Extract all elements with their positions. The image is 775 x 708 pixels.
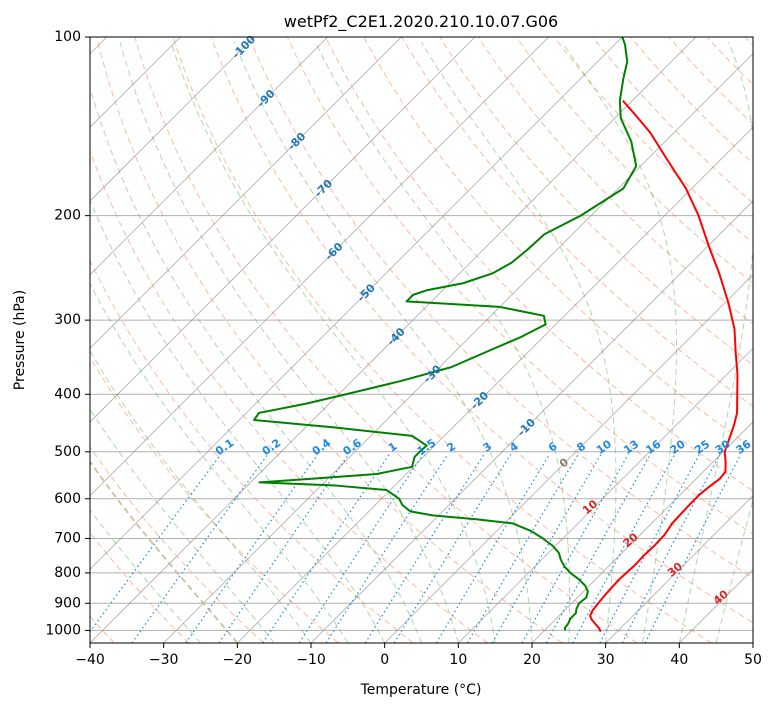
dry-adiabat-line xyxy=(90,259,414,643)
dry-adiabat-line xyxy=(96,37,563,643)
x-tick-label: −30 xyxy=(149,652,179,668)
mixing-ratio-line xyxy=(364,454,485,643)
mixing-ratio-line xyxy=(521,454,629,643)
x-tick-label: 20 xyxy=(523,652,541,668)
moist-adiabat-line xyxy=(715,498,753,643)
isotherm-line xyxy=(458,347,753,643)
dry-adiabat-line xyxy=(401,37,753,407)
isotherm-line xyxy=(163,53,753,643)
isotherm-line xyxy=(90,37,328,276)
mixing-ratio-line xyxy=(325,454,449,643)
isotherm-line xyxy=(237,126,753,643)
x-tick-label: −40 xyxy=(75,652,105,668)
mixing-ratio-line xyxy=(435,454,551,643)
moist-adiabat-line xyxy=(90,86,422,643)
y-tick-label: 1000 xyxy=(45,622,81,638)
y-tick-label: 900 xyxy=(54,595,81,611)
plot-frame xyxy=(89,36,754,644)
y-tick-label: 400 xyxy=(54,386,81,402)
mixing-ratio-line xyxy=(621,454,721,643)
moist-adiabat-highlight-line xyxy=(90,459,239,643)
moist-adiabat-line xyxy=(90,509,201,643)
dry-adiabat-line xyxy=(592,37,753,204)
moist-adiabat-line xyxy=(561,41,677,643)
temperature-line xyxy=(589,99,739,633)
dry-adiabat-line xyxy=(172,37,712,643)
moist-adiabat-line xyxy=(233,41,533,643)
moist-adiabat-line xyxy=(314,41,571,643)
isotherm-line xyxy=(90,37,697,643)
x-tick-label: −10 xyxy=(296,652,326,668)
mixing-ratio-line xyxy=(644,454,742,643)
isotherm-line xyxy=(90,37,476,423)
y-tick-label: 700 xyxy=(54,531,81,547)
mixing-ratio-line xyxy=(491,454,602,643)
y-axis-label: Pressure (hPa) xyxy=(12,290,28,390)
dry-adiabat-line xyxy=(90,446,264,643)
chart-title: wetPf2_C2E1.2020.210.10.07.G06 xyxy=(284,12,558,32)
profile-lines-layer xyxy=(253,37,739,633)
isotherm-line xyxy=(90,37,255,202)
isotherm-line xyxy=(90,37,402,349)
dry-adiabat-line xyxy=(248,37,753,579)
y-tick-label: 500 xyxy=(54,444,81,460)
isotherm-line xyxy=(90,37,623,570)
y-tick-label: 300 xyxy=(54,312,81,328)
dry-adiabat-line xyxy=(630,37,753,165)
y-tick-label: 200 xyxy=(54,208,81,224)
y-tick-label: 800 xyxy=(54,565,81,581)
mixing-ratio-line xyxy=(262,454,390,643)
mixing-ratio-line xyxy=(298,454,424,643)
isotherm-line xyxy=(531,421,753,643)
plot-area xyxy=(90,37,753,643)
y-tick-label: 100 xyxy=(54,29,81,45)
dewpoint-line xyxy=(253,37,638,631)
dry-adiabat-line xyxy=(134,37,638,643)
x-axis-label: Temperature (°C) xyxy=(360,682,482,698)
isotherm-line xyxy=(384,274,753,643)
x-tick-label: 50 xyxy=(744,652,762,668)
dry-adiabat-line xyxy=(210,37,753,624)
mixing-ratio-line xyxy=(131,453,269,643)
isotherm-line xyxy=(605,495,753,643)
moist-adiabat-line xyxy=(170,41,496,643)
x-tick-label: 10 xyxy=(449,652,467,668)
x-tick-label: −20 xyxy=(223,652,253,668)
moist-adiabat-line xyxy=(90,199,386,643)
moist-adiabat-line xyxy=(119,41,459,643)
moist-adiabat-line xyxy=(678,41,753,643)
dry-adiabat-line xyxy=(477,37,753,325)
axes-layer: −40 −30 −20 −10 0 10 20 30 40 50 1000 900 800 700 600 5… xyxy=(45,29,762,668)
dry-adiabat-line xyxy=(515,37,753,284)
x-tick-label: 40 xyxy=(670,652,688,668)
moist-adiabat-line xyxy=(90,349,312,643)
dry-adiabat-line xyxy=(325,37,753,492)
y-tick-label: 600 xyxy=(54,491,81,507)
mixing-ratio-line xyxy=(393,454,512,643)
moist-adiabat-line xyxy=(90,408,275,643)
isotherm-line xyxy=(90,37,549,497)
mixing-ratio-line xyxy=(466,454,579,643)
moist-adiabat-line xyxy=(420,41,617,643)
x-tick-label: 0 xyxy=(380,652,389,668)
x-tick-label: 30 xyxy=(597,652,615,668)
dry-adiabat-line xyxy=(363,37,753,449)
moist-adiabat-line xyxy=(90,282,349,643)
background-lines-layer xyxy=(90,37,753,643)
